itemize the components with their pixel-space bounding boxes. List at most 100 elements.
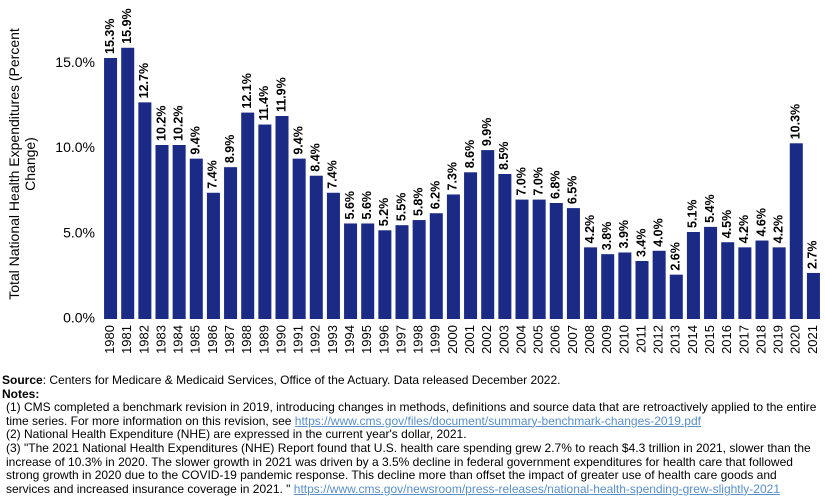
x-tick-label: 2001 [462, 325, 477, 354]
bar [755, 240, 769, 319]
bar [429, 213, 443, 319]
value-label: 3.9% [617, 220, 631, 249]
x-tick-label: 1990 [273, 325, 288, 354]
bar [206, 192, 220, 319]
x-tick-label: 2015 [702, 325, 717, 354]
chart: 0.0% 5.0% 10.0% 15.0% 1980 15.3% 1981 15.9% 1982… [55, 8, 820, 354]
value-label: 8.6% [463, 140, 477, 169]
bar [806, 272, 820, 319]
x-tick-label: 2002 [479, 325, 494, 354]
note: (2) National Health Expenditure (NHE) ar… [2, 428, 822, 442]
x-tick-label: 2006 [548, 325, 563, 354]
x-tick-label: 2014 [685, 325, 700, 354]
source-label: Source [2, 373, 43, 387]
x-tick-label: 1993 [325, 325, 340, 354]
value-label: 5.1% [686, 200, 700, 229]
bar [104, 58, 118, 319]
y-tick-label: 10.0% [55, 139, 95, 155]
bar [138, 102, 152, 320]
bar [292, 158, 306, 319]
bar [566, 208, 580, 319]
y-tick-label: 15.0% [55, 54, 95, 70]
value-label: 3.4% [634, 229, 648, 258]
note-text: (3) "The 2021 National Health Expenditur… [6, 440, 811, 496]
value-label: 4.2% [737, 215, 751, 244]
bar [584, 247, 598, 319]
value-label: 4.5% [720, 210, 734, 239]
bar [326, 192, 340, 319]
bar [378, 230, 392, 319]
note-link[interactable]: https://www.cms.gov/files/document/summa… [294, 413, 701, 428]
bar [789, 143, 803, 319]
x-tick-label: 1980 [102, 325, 117, 354]
value-label: 8.5% [497, 141, 511, 170]
value-label: 10.3% [789, 104, 803, 139]
bar [772, 247, 786, 319]
value-label: 8.9% [223, 135, 237, 163]
x-tick-label: 2009 [599, 325, 614, 354]
x-tick-label: 1981 [119, 325, 134, 354]
bar [532, 199, 546, 319]
x-tick-label: 2004 [513, 325, 528, 354]
value-label: 4.2% [583, 215, 597, 244]
x-tick-label: 2010 [616, 325, 631, 354]
value-label: 6.8% [549, 171, 563, 200]
x-tick-label: 2017 [736, 325, 751, 354]
value-label: 10.2% [154, 106, 168, 141]
bar [155, 145, 169, 319]
bar [464, 172, 478, 319]
x-tick-label: 1996 [376, 325, 391, 354]
value-label: 7.4% [326, 160, 340, 189]
value-label: 9.4% [189, 126, 203, 155]
x-tick-label: 1994 [342, 325, 357, 354]
y-tick-label: 5.0% [63, 224, 95, 240]
x-tick-label: 2012 [651, 325, 666, 354]
value-label: 11.4% [257, 86, 271, 121]
x-tick-label: 1991 [291, 325, 306, 354]
x-tick-label: 2013 [668, 325, 683, 354]
bar [189, 158, 203, 319]
x-tick-label: 2011 [633, 325, 648, 353]
x-tick-label: 2005 [531, 325, 546, 354]
bar [652, 250, 666, 319]
value-label: 9.9% [480, 118, 494, 147]
value-label: 4.6% [754, 208, 768, 237]
x-tick-label: 2008 [582, 325, 597, 354]
x-tick-label: 2007 [565, 325, 580, 354]
bar [224, 167, 238, 319]
x-tick-label: 1998 [411, 325, 426, 354]
notes: Source: Centers for Medicare & Medicaid … [2, 373, 822, 496]
x-tick-label: 1985 [188, 325, 203, 354]
value-label: 12.7% [137, 63, 151, 98]
value-label: 6.2% [429, 181, 443, 210]
bar [549, 203, 563, 319]
x-tick-label: 2020 [788, 325, 803, 354]
x-tick-label: 1984 [171, 325, 186, 354]
bar [738, 247, 752, 319]
x-tick-label: 1986 [205, 325, 220, 354]
value-label: 15.9% [120, 8, 134, 43]
note-text: (2) National Health Expenditure (NHE) ar… [6, 427, 467, 442]
x-tick-label: 1995 [359, 325, 374, 354]
bar [721, 242, 735, 319]
bar [481, 150, 495, 319]
bar [344, 223, 358, 319]
value-label: 7.3% [446, 162, 460, 191]
value-label: 3.8% [600, 222, 614, 251]
value-label: 2.7% [806, 240, 820, 269]
value-label: 9.4% [291, 126, 305, 155]
bar [704, 226, 718, 319]
bar [601, 254, 615, 319]
x-tick-label: 1992 [308, 325, 323, 354]
note-link[interactable]: https://www.cms.gov/newsroom/press-relea… [293, 481, 780, 496]
x-tick-label: 1982 [136, 325, 151, 354]
x-tick-label: 1999 [428, 325, 443, 354]
notes-heading: Notes: [2, 386, 40, 401]
bar [446, 194, 460, 319]
bar [498, 174, 512, 319]
bar [309, 175, 323, 319]
bar [686, 232, 700, 319]
x-tick-label: 1997 [393, 325, 408, 354]
note: (1) CMS completed a benchmark revision i… [2, 400, 822, 428]
bar [258, 124, 272, 319]
